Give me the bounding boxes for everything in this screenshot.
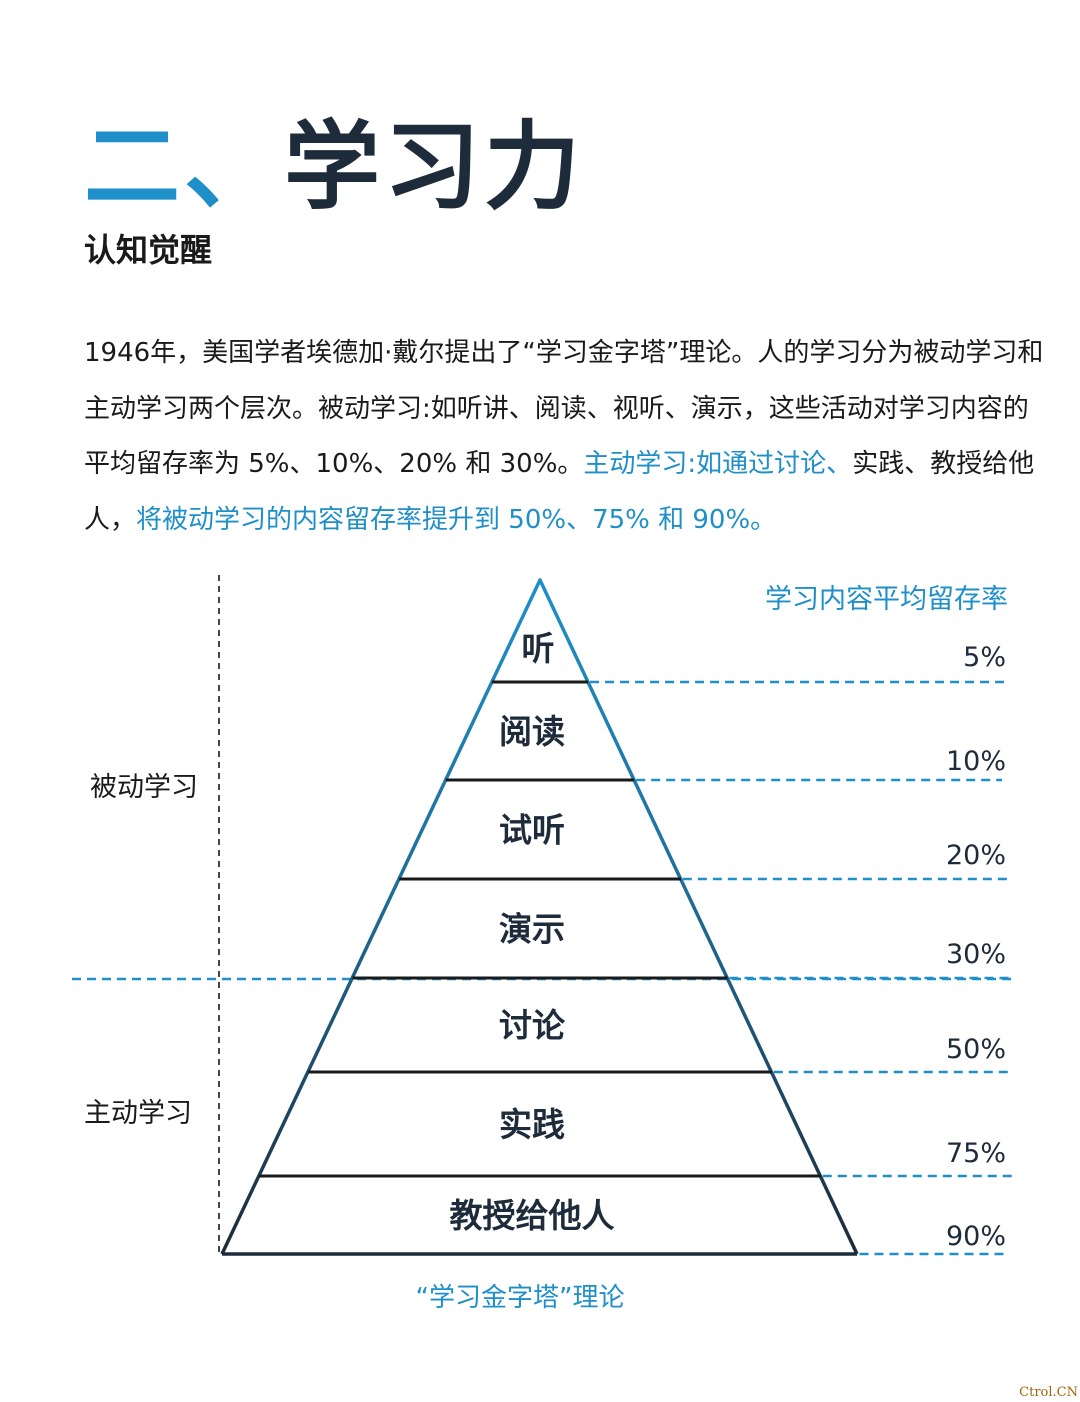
pyramid-level-label: 试听 — [499, 811, 565, 850]
title-number: 二、 — [84, 111, 284, 223]
retention-rate-value: 10% — [946, 746, 1006, 777]
pyramid-level-label: 听 — [522, 629, 555, 668]
rate-header: 学习内容平均留存率 — [765, 584, 1008, 615]
retention-rate-value: 50% — [946, 1034, 1006, 1065]
active-learning-label: 主动学习 — [84, 1098, 192, 1129]
watermark: Ctrol.CN — [1019, 1385, 1078, 1400]
pyramid-caption: “学习金字塔”理论 — [415, 1283, 625, 1313]
retention-rate-value: 30% — [946, 939, 1006, 970]
subtitle: 认知觉醒 — [84, 231, 213, 269]
retention-rate-value: 20% — [946, 840, 1006, 871]
pyramid-level-label: 教授给他人 — [450, 1196, 615, 1235]
intro-paragraph: 1946年，美国学者埃德加·戴尔提出了“学习金字塔”理论。人的学习分为被动学习和… — [84, 326, 1044, 548]
retention-rate-value: 90% — [946, 1221, 1006, 1252]
retention-rate-value: 75% — [946, 1138, 1006, 1169]
title-text: 学习力 — [284, 111, 584, 223]
pyramid-outline — [220, 578, 859, 1255]
page-title: 二、学习力 — [84, 112, 584, 222]
pyramid-level-label: 阅读 — [499, 712, 565, 751]
paragraph-text-1: 1946年，美国学者埃德加·戴尔提出了“学习金字塔”理论。人的学习分为被动学习和… — [84, 338, 1044, 479]
pyramid-level-label: 讨论 — [499, 1006, 566, 1045]
pyramid-level-label: 实践 — [499, 1105, 565, 1144]
pyramid-level-label: 演示 — [499, 910, 565, 949]
paragraph-highlight-2: 将被动学习的内容留存率提升到 50%、75% 和 90%。 — [136, 504, 777, 535]
retention-rate-value: 5% — [963, 642, 1006, 673]
paragraph-highlight-1: 主动学习:如通过讨论、 — [583, 449, 853, 479]
passive-learning-label: 被动学习 — [90, 772, 198, 803]
paragraph-text-2: 实践、教授给他人， — [84, 449, 1035, 535]
